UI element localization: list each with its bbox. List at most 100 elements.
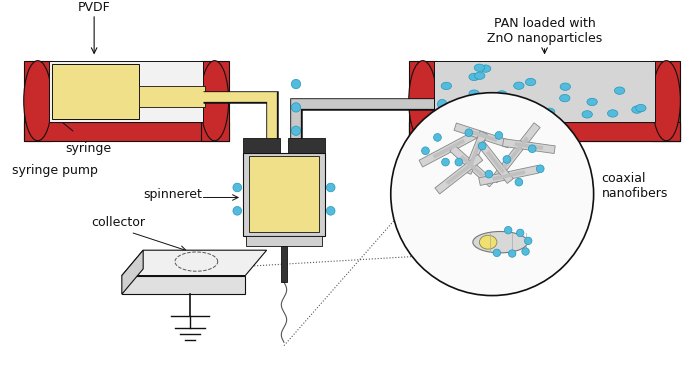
Bar <box>243 138 280 153</box>
Circle shape <box>455 158 463 166</box>
Circle shape <box>291 169 300 179</box>
Circle shape <box>493 249 500 257</box>
Circle shape <box>327 183 335 192</box>
Text: spinneret: spinneret <box>144 188 203 201</box>
Circle shape <box>515 178 522 186</box>
Ellipse shape <box>500 97 509 105</box>
Polygon shape <box>514 142 543 150</box>
Ellipse shape <box>473 231 527 253</box>
Polygon shape <box>486 150 505 174</box>
Text: coaxial
nanofibers: coaxial nanofibers <box>601 172 668 200</box>
Bar <box>653 61 680 141</box>
Circle shape <box>522 248 529 255</box>
Polygon shape <box>460 155 484 177</box>
Polygon shape <box>479 165 539 185</box>
Ellipse shape <box>545 108 555 115</box>
Polygon shape <box>419 131 479 167</box>
Polygon shape <box>502 139 555 154</box>
Bar <box>409 122 680 141</box>
Ellipse shape <box>497 91 507 98</box>
Circle shape <box>478 142 486 150</box>
Ellipse shape <box>474 64 484 72</box>
Ellipse shape <box>201 61 228 141</box>
Bar <box>409 61 437 141</box>
Bar <box>24 122 228 141</box>
Text: PAN loaded with
ZnO nanoparticles: PAN loaded with ZnO nanoparticles <box>487 17 602 45</box>
Ellipse shape <box>632 106 642 113</box>
Circle shape <box>434 134 441 141</box>
Polygon shape <box>477 141 513 183</box>
Ellipse shape <box>636 104 646 112</box>
Text: syringe pump: syringe pump <box>12 164 98 177</box>
Polygon shape <box>122 276 245 294</box>
Bar <box>53 64 139 119</box>
Polygon shape <box>435 154 483 194</box>
Bar <box>281 246 287 282</box>
Ellipse shape <box>653 61 680 141</box>
Circle shape <box>525 237 532 245</box>
Bar <box>139 86 205 107</box>
Ellipse shape <box>480 65 491 72</box>
Bar <box>434 61 655 122</box>
Circle shape <box>495 131 502 139</box>
Ellipse shape <box>409 61 437 141</box>
Text: syringe: syringe <box>66 142 111 155</box>
Ellipse shape <box>513 82 524 89</box>
Circle shape <box>516 229 524 237</box>
Text: PVDF: PVDF <box>78 1 111 14</box>
Circle shape <box>291 103 300 112</box>
Circle shape <box>233 207 242 215</box>
Ellipse shape <box>560 83 570 91</box>
Bar <box>249 156 319 232</box>
Bar <box>409 122 680 141</box>
Circle shape <box>529 145 536 153</box>
Circle shape <box>437 99 447 109</box>
Ellipse shape <box>449 103 459 110</box>
Bar <box>49 61 203 122</box>
Polygon shape <box>122 250 143 294</box>
Circle shape <box>327 207 335 215</box>
Circle shape <box>391 93 594 296</box>
Polygon shape <box>446 164 472 185</box>
Ellipse shape <box>475 72 485 80</box>
Circle shape <box>503 155 511 163</box>
Circle shape <box>461 99 470 109</box>
Circle shape <box>504 226 512 234</box>
Polygon shape <box>491 123 540 183</box>
Text: collector: collector <box>91 216 145 229</box>
Bar <box>246 235 322 246</box>
Polygon shape <box>466 129 498 142</box>
Ellipse shape <box>614 87 625 94</box>
Circle shape <box>465 129 473 137</box>
Polygon shape <box>469 141 482 165</box>
Circle shape <box>233 183 242 192</box>
Ellipse shape <box>582 111 592 118</box>
Polygon shape <box>502 137 529 169</box>
Ellipse shape <box>608 110 618 117</box>
Circle shape <box>441 158 449 166</box>
Circle shape <box>291 79 300 89</box>
Ellipse shape <box>525 78 536 86</box>
Circle shape <box>485 170 493 178</box>
Circle shape <box>421 147 429 155</box>
Circle shape <box>291 126 300 135</box>
Ellipse shape <box>587 98 597 105</box>
Circle shape <box>509 250 516 257</box>
Ellipse shape <box>469 73 480 81</box>
Bar <box>24 61 52 141</box>
Circle shape <box>536 165 544 173</box>
Bar <box>201 61 228 141</box>
Ellipse shape <box>441 82 452 89</box>
Polygon shape <box>464 131 487 174</box>
Ellipse shape <box>560 95 570 102</box>
Circle shape <box>291 149 300 159</box>
Polygon shape <box>432 139 465 159</box>
Polygon shape <box>454 123 510 148</box>
Ellipse shape <box>24 61 52 141</box>
Ellipse shape <box>480 235 497 249</box>
Polygon shape <box>450 145 495 187</box>
Bar <box>288 138 325 153</box>
Polygon shape <box>122 250 266 276</box>
Polygon shape <box>492 170 525 181</box>
Bar <box>243 153 325 235</box>
